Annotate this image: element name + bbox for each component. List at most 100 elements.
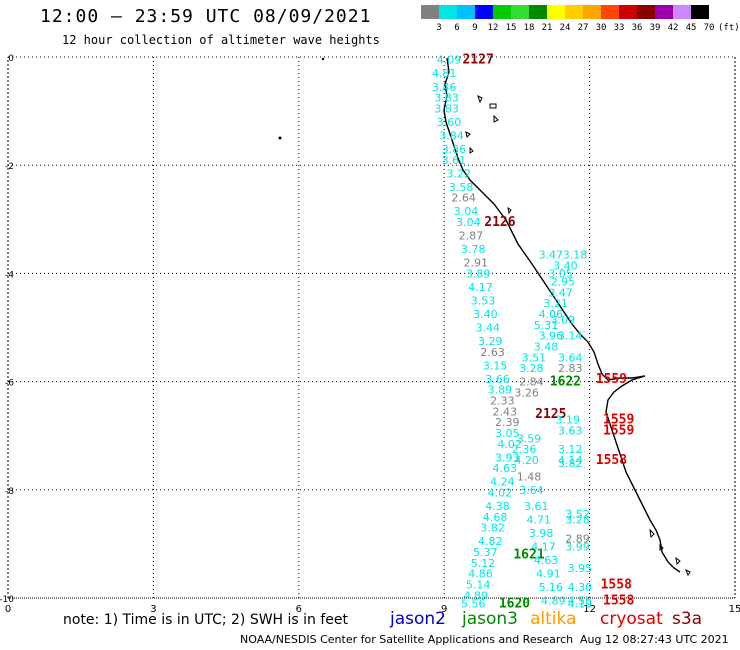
wave-height-label: 3.60 [437, 116, 462, 129]
wave-height-label: 4.63 [534, 554, 559, 567]
wave-height-label: 4.63 [493, 462, 518, 475]
note-text: note: 1) Time is in UTC; 2) SWH is in fe… [63, 612, 349, 628]
agency-credit: NOAA/NESDIS Center for Satellite Applica… [240, 633, 574, 646]
scale-label: 15 [505, 23, 517, 33]
wave-height-label: 3.46 [432, 81, 457, 94]
wave-height-label: 4.86 [468, 568, 493, 581]
map-subtitle: 12 hour collection of altimeter wave hei… [62, 33, 380, 47]
wave-height-label: 5.37 [473, 546, 498, 559]
wave-height-label: 3.05 [548, 267, 573, 280]
y-axis-tick-label: 0 [8, 54, 14, 64]
x-axis-tick-label: 12 [583, 604, 596, 615]
scale-label: 6 [454, 23, 460, 33]
wave-height-label: 3.61 [442, 154, 467, 167]
x-axis-tick-label: 3 [150, 604, 156, 615]
scale-swatch [547, 5, 565, 19]
wave-height-label: 3.64 [519, 484, 544, 497]
wave-height-label: 2.64 [451, 192, 476, 205]
wave-height-label: 4.19 [568, 597, 593, 610]
wave-height-label: 4.02 [488, 487, 513, 500]
wave-height-label: 3.53 [471, 294, 496, 307]
x-axis-tick-label: 15 [729, 604, 740, 615]
wave-height-label: 5.12 [471, 557, 496, 570]
scale-swatch [511, 5, 529, 19]
wave-height-label: 3.22 [446, 167, 471, 180]
wave-height-label: 4.14 [558, 454, 583, 467]
satellite-label-altika: altika [530, 609, 577, 629]
wave-height-label: 3.05 [495, 427, 520, 440]
wave-height-label: 3.40 [473, 308, 498, 321]
pass-time-label: 1559 [603, 412, 634, 427]
pass-time-label: 1558 [601, 577, 632, 592]
scale-swatch [673, 5, 691, 19]
y-axis-tick-label: -8 [5, 487, 14, 497]
scale-swatch [691, 5, 709, 19]
wave-height-label: 3.58 [449, 181, 474, 194]
scale-label: 12 [487, 23, 499, 33]
wave-height-label: 5.31 [534, 319, 559, 332]
scale-label: 39 [649, 23, 661, 33]
wave-height-label: 3.47 [548, 286, 573, 299]
scale-label: 45 [685, 23, 697, 33]
scale-swatch [529, 5, 547, 19]
wave-height-label: 3.28 [519, 362, 544, 375]
scale-swatch [655, 5, 673, 19]
wave-height-label: 4.89 [463, 589, 488, 602]
pass-time-label: 2127 [462, 53, 493, 68]
wave-height-label: 4.68 [483, 511, 508, 524]
scale-swatch [475, 5, 493, 19]
scale-label: 30 [595, 23, 607, 33]
wave-height-label: 3.64 [558, 351, 583, 364]
satellite-label-cryosat: cryosat [600, 609, 663, 629]
wave-height-label: 3.83 [434, 102, 459, 115]
wave-height-label: 3.12 [558, 443, 583, 456]
wave-height-label: 4.06 [539, 308, 564, 321]
wave-height-label: 3.78 [461, 243, 486, 256]
wave-height-label: 4.38 [485, 500, 510, 513]
scale-swatch [421, 5, 439, 19]
y-axis-tick-label: -4 [5, 270, 14, 280]
wave-height-label: 3.15 [483, 359, 508, 372]
wave-height-label: 3.04 [456, 216, 481, 229]
wave-height-label: 5.16 [539, 581, 564, 594]
wave-height-label: 2.36 [512, 443, 537, 456]
wave-height-label: 2.87 [459, 230, 484, 243]
wave-height-label: 3.93 [495, 451, 520, 464]
generation-timestamp: Aug 12 08:27:43 UTC 2021 [580, 633, 729, 646]
wave-height-label: 2.33 [490, 395, 515, 408]
y-axis-tick-label: -2 [5, 162, 14, 172]
wave-height-label: 3.99 [565, 541, 590, 554]
x-axis-tick-label: 6 [296, 604, 302, 615]
wave-height-label: 3.48 [534, 340, 559, 353]
map-border [7, 56, 736, 599]
scale-label: 33 [613, 23, 625, 33]
wave-height-label: 3.29 [478, 335, 503, 348]
wave-height-label: 3.82 [558, 457, 583, 470]
wave-height-label: 3.51 [522, 351, 547, 364]
pass-time-label: 2125 [535, 407, 566, 422]
scale-swatch [619, 5, 637, 19]
wave-height-label: 3.96 [539, 330, 564, 343]
scale-label: 9 [472, 23, 478, 33]
wave-height-label: 2.84 [519, 376, 544, 389]
wave-height-label: 4.82 [478, 535, 503, 548]
wave-height-label: 3.04 [454, 205, 479, 218]
wave-height-label: 4.91 [536, 568, 561, 581]
wave-height-label: 3.86 [442, 143, 467, 156]
scale-swatch [583, 5, 601, 19]
scale-swatch [601, 5, 619, 19]
wave-height-label: 3.47 [539, 248, 564, 261]
wave-height-label: 3.59 [517, 432, 542, 445]
scale-label: (ft) [718, 23, 740, 33]
wave-height-label: 3.84 [439, 129, 464, 142]
scale-label: 27 [577, 23, 589, 33]
wave-height-label: 4.89 [541, 595, 566, 608]
wave-height-label: 2.39 [495, 416, 520, 429]
wave-height-label: 4.30 [568, 581, 593, 594]
map-title: 12:00 – 23:59 UTC 08/09/2021 [40, 6, 372, 27]
wave-height-label: 3.61 [524, 500, 549, 513]
wave-height-label: 4.02 [497, 438, 522, 451]
wave-height-label: 3.83 [434, 92, 459, 105]
scale-label: 21 [541, 23, 553, 33]
wave-height-label: 5.56 [461, 597, 486, 610]
